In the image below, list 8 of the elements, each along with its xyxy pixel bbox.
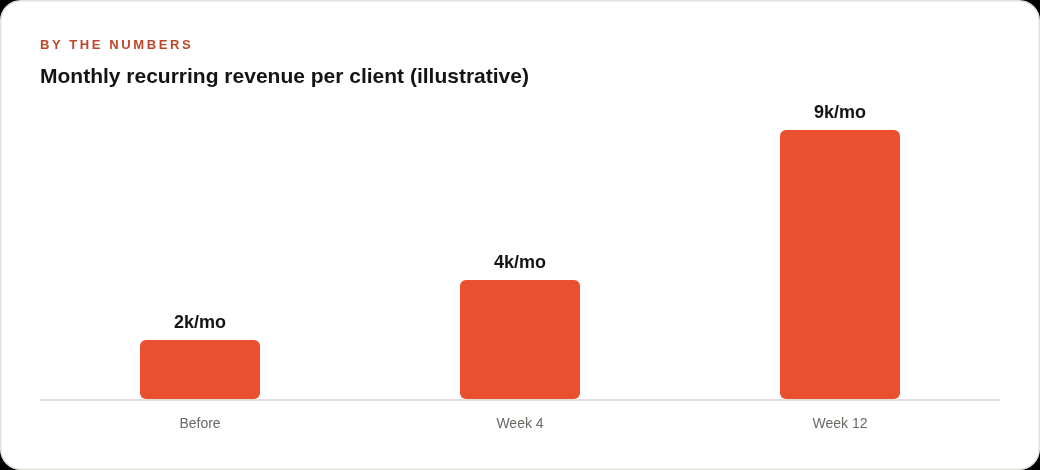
data-label: 4k/mo xyxy=(493,252,547,272)
chart-title: Monthly recurring revenue per client (illustrative) xyxy=(40,64,529,87)
x-tick-label: Before xyxy=(179,415,221,431)
data-label: 2k/mo xyxy=(173,312,227,332)
x-tick-label: Week 12 xyxy=(812,415,868,431)
chart-subtitle: BY THE NUMBERS xyxy=(40,37,194,52)
x-tick-label: Week 4 xyxy=(496,415,544,431)
data-label: 9k/mo xyxy=(813,102,867,122)
